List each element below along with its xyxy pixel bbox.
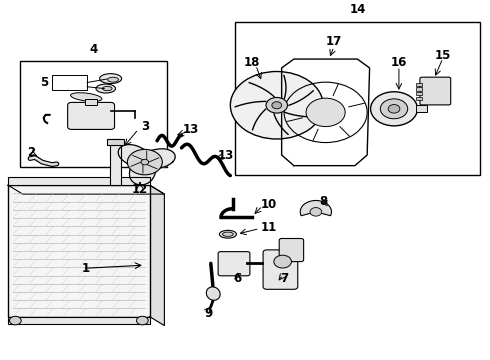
FancyBboxPatch shape [420,77,451,105]
Ellipse shape [220,230,237,238]
Text: 17: 17 [326,35,342,48]
Circle shape [137,316,148,325]
Wedge shape [300,201,331,216]
Circle shape [127,149,162,175]
Text: 11: 11 [260,221,276,234]
Polygon shape [8,185,164,194]
Text: 7: 7 [280,272,288,285]
Bar [107,139,124,145]
Bar [85,99,97,105]
Text: 5: 5 [41,76,49,89]
Circle shape [310,208,322,216]
Text: 13: 13 [218,149,234,162]
Bar [8,177,150,185]
Text: 4: 4 [89,42,98,55]
Text: 14: 14 [349,4,366,17]
Ellipse shape [108,77,119,82]
Bar [416,87,422,91]
Circle shape [370,92,417,126]
Circle shape [388,104,400,113]
Ellipse shape [96,84,116,93]
Bar [52,75,87,90]
Bar [416,105,427,112]
Bar [20,61,167,167]
Ellipse shape [206,287,220,300]
Circle shape [272,102,282,109]
Bar [416,97,422,100]
Text: 6: 6 [234,272,242,285]
Bar [416,92,422,95]
Text: 18: 18 [244,56,261,69]
Text: 13: 13 [183,122,199,136]
Text: 12: 12 [132,183,148,196]
Text: 15: 15 [435,49,451,62]
Text: 8: 8 [319,195,327,208]
Ellipse shape [222,232,233,237]
Text: 9: 9 [204,307,213,320]
Bar [110,139,122,185]
Ellipse shape [71,93,102,102]
Circle shape [306,98,345,127]
FancyBboxPatch shape [218,252,250,276]
Polygon shape [118,144,175,185]
Bar [8,185,150,317]
Text: 10: 10 [260,198,276,211]
Text: 16: 16 [391,56,407,69]
FancyBboxPatch shape [279,238,304,262]
Circle shape [266,98,288,113]
Circle shape [9,316,21,325]
Circle shape [230,72,323,139]
Ellipse shape [102,86,112,91]
FancyBboxPatch shape [68,102,115,129]
Bar [8,317,150,324]
Ellipse shape [99,74,122,84]
Text: 2: 2 [27,146,35,159]
Circle shape [141,159,148,165]
Text: 1: 1 [82,262,90,275]
Bar [416,83,422,86]
Circle shape [274,255,292,268]
Text: 3: 3 [141,120,149,133]
Circle shape [380,99,408,119]
FancyBboxPatch shape [263,250,298,289]
Bar [235,22,480,175]
Polygon shape [150,185,164,325]
